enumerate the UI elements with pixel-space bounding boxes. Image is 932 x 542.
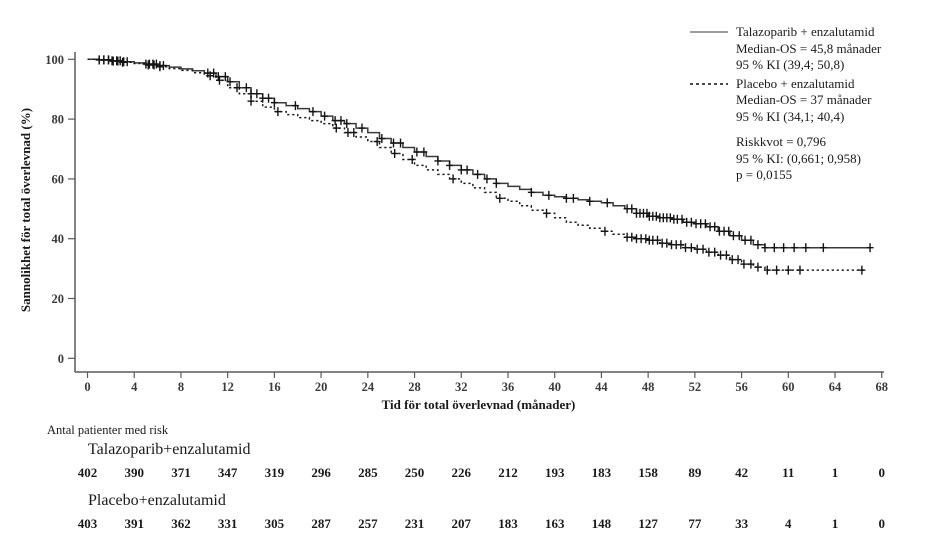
legend-entry-talazoparib: Talazoparib + enzalutamid Median-OS = 45… xyxy=(690,24,932,74)
x-tick-label: 44 xyxy=(595,380,608,394)
legend-ci-talazoparib: 95 % KI (39,4; 50,8) xyxy=(736,57,845,72)
risk-count: 362 xyxy=(171,516,191,531)
risk-count: 250 xyxy=(404,465,425,480)
x-axis-title: Tid för total överlevnad (månader) xyxy=(381,397,576,412)
risk-count: 77 xyxy=(688,516,702,531)
x-tick-label: 0 xyxy=(84,380,90,394)
y-tick-label: 80 xyxy=(52,113,65,127)
risk-count: 402 xyxy=(77,465,98,480)
x-tick-label: 48 xyxy=(642,380,655,394)
x-tick-label: 8 xyxy=(178,380,184,394)
risk-count: 1 xyxy=(831,465,839,480)
risk-count: 391 xyxy=(124,516,144,531)
risk-count: 390 xyxy=(124,465,144,480)
risk-count: 42 xyxy=(735,465,749,480)
risk-count: 257 xyxy=(358,516,378,531)
solid-line-sample-icon xyxy=(690,31,728,33)
y-axis-title: Sannolikhet för total överlevnad (%) xyxy=(18,107,33,313)
risk-count: 33 xyxy=(735,516,749,531)
risk-count: 371 xyxy=(171,465,191,480)
risk-count: 0 xyxy=(878,465,885,480)
x-tick-label: 56 xyxy=(735,380,748,394)
risk-counts-row-placebo: 403 391 362 331 305 287 257 231 207 183 163 148 127 7… xyxy=(0,516,932,532)
dashed-line-sample-icon xyxy=(690,82,728,85)
risk-counts-row-talazoparib: 402 390 371 347 319 296 285 250 226 212 193 183 158 8… xyxy=(0,465,932,481)
legend-median-placebo: Median-OS = 37 månader xyxy=(736,92,872,107)
risk-table: Antal patienter med risk Talazoparib+enz… xyxy=(0,420,932,542)
risk-count: 0 xyxy=(878,516,885,531)
risk-count: 158 xyxy=(638,465,658,480)
legend-ci-placebo: 95 % KI (34,1; 40,4) xyxy=(736,108,845,124)
x-tick-label: 20 xyxy=(315,380,328,394)
legend: Talazoparib + enzalutamid Median-OS = 45… xyxy=(690,24,932,184)
risk-count: 193 xyxy=(544,465,565,480)
y-tick-label: 40 xyxy=(52,232,65,246)
risk-count: 226 xyxy=(451,465,472,480)
x-tick-label: 16 xyxy=(268,380,281,394)
x-tick-label: 28 xyxy=(408,380,421,394)
risk-count: 11 xyxy=(782,465,795,480)
risk-count: 347 xyxy=(217,465,238,480)
risk-count: 183 xyxy=(591,465,612,480)
stats-ci-text: 95 % KI: (0,661; 0,958) xyxy=(736,150,861,166)
placebo-curve xyxy=(87,58,865,271)
risk-count: 4 xyxy=(785,516,792,531)
risk-count: 296 xyxy=(311,465,331,480)
x-tick-label: 32 xyxy=(455,380,468,394)
x-tick-label: 4 xyxy=(131,380,138,394)
risk-count: 127 xyxy=(638,516,658,531)
x-tick-label: 36 xyxy=(502,380,515,394)
legend-label-talazoparib: Talazoparib + enzalutamid xyxy=(736,24,875,39)
legend-median-talazoparib: Median-OS = 45,8 månader xyxy=(736,40,882,56)
x-tick-label: 60 xyxy=(782,380,795,394)
risk-count: 231 xyxy=(404,516,425,531)
risk-group-label-talazoparib: Talazoparib+enzalutamid xyxy=(88,441,251,458)
hazard-ratio-text: Riskkvot = 0,796 xyxy=(736,134,827,149)
risk-count: 207 xyxy=(451,516,472,531)
risk-count: 212 xyxy=(498,465,518,480)
legend-entry-placebo: Placebo + enzalutamid Median-OS = 37 mån… xyxy=(690,76,932,126)
risk-count: 287 xyxy=(311,516,331,531)
x-tick-label: 68 xyxy=(875,380,888,394)
y-tick-label: 100 xyxy=(45,53,64,67)
risk-count: 148 xyxy=(591,516,612,531)
risk-count: 163 xyxy=(544,516,565,531)
risk-count: 319 xyxy=(264,465,285,480)
legend-label-placebo: Placebo + enzalutamid xyxy=(736,75,855,91)
risk-group-label-placebo: Placebo+enzalutamid xyxy=(88,492,226,509)
risk-count: 89 xyxy=(688,465,702,480)
x-tick-label: 64 xyxy=(829,380,842,394)
y-tick-label: 20 xyxy=(52,292,65,306)
risk-count: 183 xyxy=(498,516,518,531)
y-tick-label: 60 xyxy=(52,172,65,186)
risk-count: 403 xyxy=(77,516,98,531)
risk-count: 331 xyxy=(217,516,238,531)
x-tick-label: 24 xyxy=(362,380,375,394)
risk-table-title: Antal patienter med risk xyxy=(47,423,169,437)
risk-count: 1 xyxy=(831,516,839,531)
p-value-text: p = 0,0155 xyxy=(736,167,793,182)
risk-count: 285 xyxy=(358,465,378,480)
risk-count: 305 xyxy=(264,516,285,531)
x-tick-label: 40 xyxy=(548,380,561,394)
stats-block: Riskkvot = 0,796 95 % KI: (0,661; 0,958)… xyxy=(736,134,932,184)
x-tick-label: 12 xyxy=(221,380,234,394)
y-tick-label: 0 xyxy=(58,352,64,366)
x-tick-label: 52 xyxy=(689,380,702,394)
